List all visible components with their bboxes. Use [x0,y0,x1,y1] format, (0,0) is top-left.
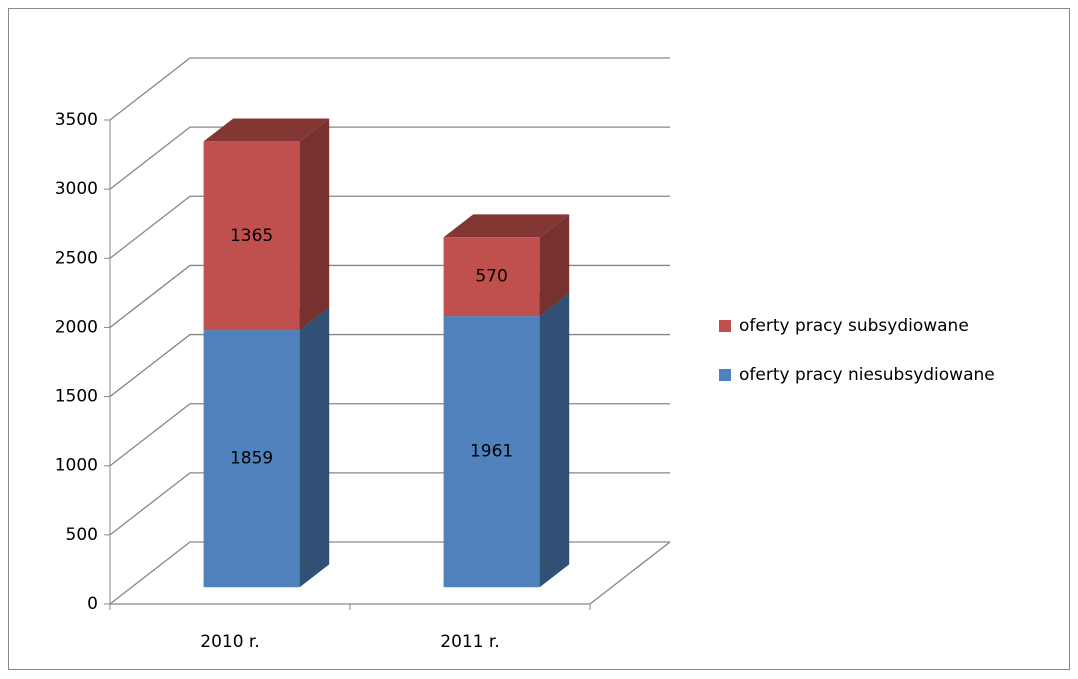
legend-label: oferty pracy subsydiowane [739,316,969,336]
y-tick-label: 0 [87,594,98,614]
bar [443,316,540,588]
data-label: 1859 [230,449,273,469]
y-tick-label: 3000 [55,179,98,199]
data-label: 1961 [470,442,513,462]
floor-edge [589,541,671,605]
grid-line [109,126,670,190]
bar-side [539,214,570,317]
grid-line [109,195,670,259]
y-tick-label: 500 [66,525,98,545]
grid-line [109,57,670,121]
y-tick-label: 1000 [55,456,98,476]
bar-top [443,214,570,238]
bar [203,141,300,331]
legend-swatch [719,369,731,381]
bar-side [299,307,330,588]
bar [203,330,300,588]
bar [443,237,540,317]
bar-top [203,118,330,142]
x-tick-label: 2011 r. [440,632,500,652]
y-tick-label: 2500 [55,248,98,268]
x-tick-label: 2010 r. [200,632,260,652]
data-label: 570 [475,267,507,287]
bar-side [539,293,570,588]
y-tick-label: 2000 [55,317,98,337]
legend-label: oferty pracy niesubsydiowane [739,365,995,385]
y-tick-label: 1500 [55,387,98,407]
y-tick-label: 3500 [55,110,98,130]
bar-side [299,118,330,331]
legend-swatch [719,320,731,332]
data-label: 1365 [230,226,273,246]
